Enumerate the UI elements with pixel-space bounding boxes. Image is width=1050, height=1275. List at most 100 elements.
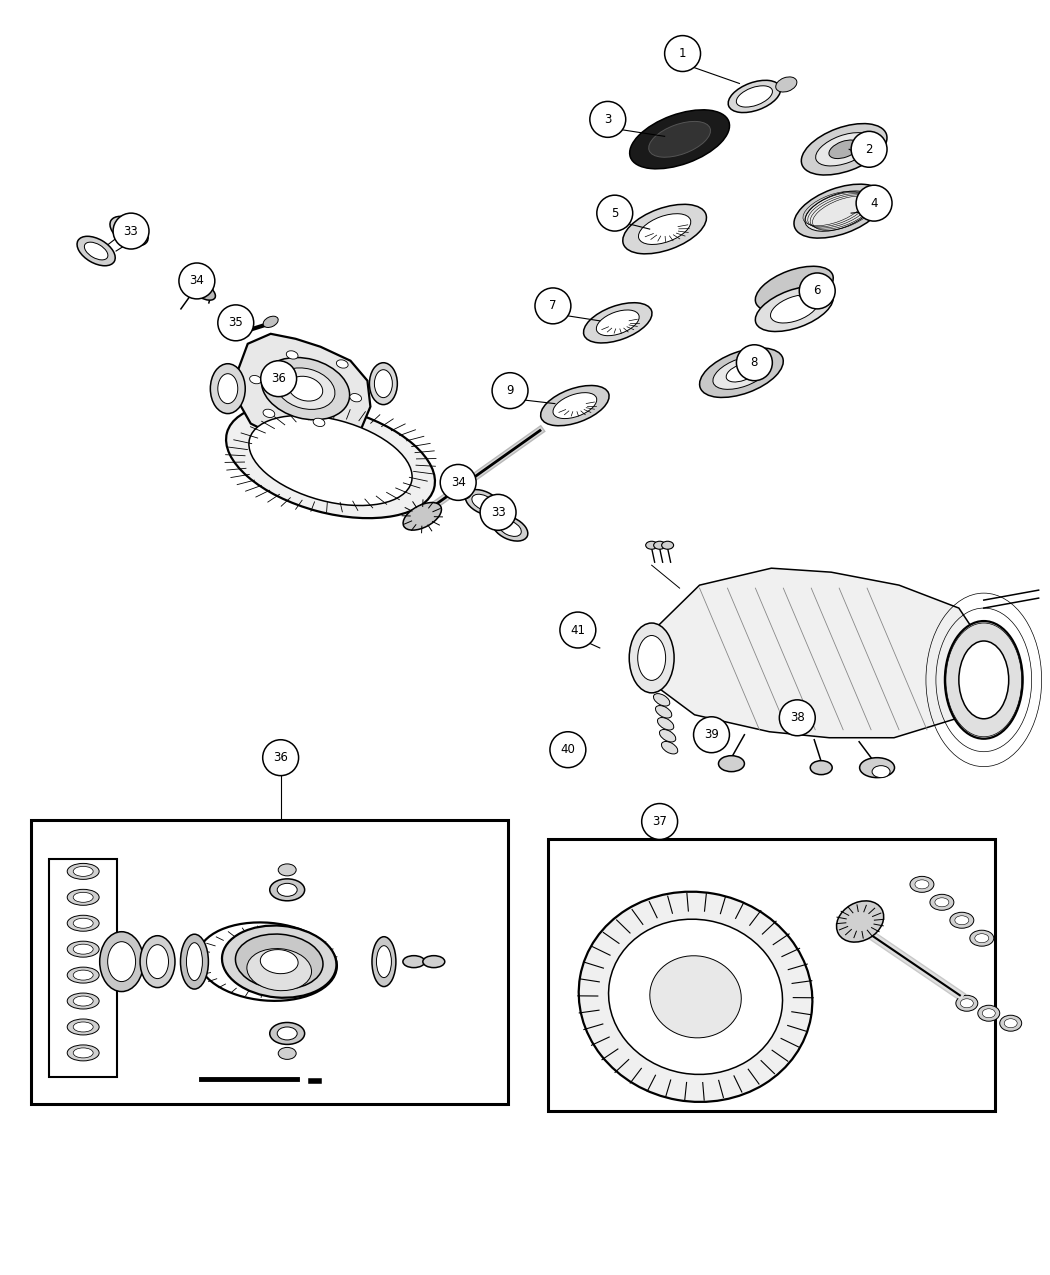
Ellipse shape	[956, 996, 978, 1011]
Ellipse shape	[638, 214, 691, 245]
Circle shape	[736, 344, 773, 381]
Text: 33: 33	[490, 506, 505, 519]
Ellipse shape	[277, 1026, 297, 1040]
Ellipse shape	[945, 621, 1023, 738]
Ellipse shape	[662, 542, 674, 550]
Ellipse shape	[794, 184, 884, 238]
Text: 5: 5	[611, 207, 618, 219]
Ellipse shape	[118, 222, 141, 240]
Text: 35: 35	[229, 316, 244, 329]
Ellipse shape	[816, 133, 873, 166]
Ellipse shape	[74, 867, 93, 876]
Ellipse shape	[755, 266, 834, 311]
Ellipse shape	[403, 956, 425, 968]
Ellipse shape	[662, 742, 678, 754]
Ellipse shape	[828, 140, 859, 158]
Ellipse shape	[609, 919, 782, 1075]
Text: 2: 2	[865, 143, 873, 156]
Ellipse shape	[653, 694, 670, 706]
Ellipse shape	[805, 191, 874, 231]
Polygon shape	[237, 334, 371, 446]
Ellipse shape	[596, 310, 639, 335]
Ellipse shape	[278, 864, 296, 876]
Ellipse shape	[499, 520, 521, 537]
Ellipse shape	[67, 863, 99, 880]
Ellipse shape	[403, 502, 441, 530]
Circle shape	[799, 273, 835, 309]
Ellipse shape	[74, 970, 93, 980]
Circle shape	[440, 464, 476, 500]
Ellipse shape	[1004, 1019, 1017, 1028]
Ellipse shape	[375, 370, 393, 398]
Ellipse shape	[650, 956, 741, 1038]
Bar	[49, 859, 118, 1077]
Text: 41: 41	[570, 623, 585, 636]
Text: 34: 34	[189, 274, 205, 287]
Ellipse shape	[961, 998, 973, 1007]
Ellipse shape	[649, 121, 711, 157]
Circle shape	[534, 288, 571, 324]
Ellipse shape	[278, 1048, 296, 1060]
Ellipse shape	[983, 1009, 995, 1017]
Ellipse shape	[465, 490, 501, 515]
Ellipse shape	[623, 204, 707, 254]
Ellipse shape	[729, 80, 780, 112]
Circle shape	[480, 495, 516, 530]
Ellipse shape	[727, 363, 757, 382]
Ellipse shape	[811, 761, 833, 775]
Ellipse shape	[108, 942, 135, 982]
Ellipse shape	[67, 968, 99, 983]
Ellipse shape	[336, 360, 349, 368]
Ellipse shape	[372, 937, 396, 987]
Ellipse shape	[801, 124, 887, 175]
Ellipse shape	[276, 368, 335, 409]
Ellipse shape	[84, 242, 108, 260]
Circle shape	[694, 717, 730, 752]
Ellipse shape	[350, 394, 361, 402]
Ellipse shape	[74, 1048, 93, 1058]
Ellipse shape	[74, 1023, 93, 1031]
Text: 6: 6	[814, 284, 821, 297]
Text: 4: 4	[870, 196, 878, 209]
Ellipse shape	[250, 375, 261, 384]
Ellipse shape	[954, 915, 969, 924]
Ellipse shape	[934, 898, 949, 907]
Circle shape	[665, 36, 700, 71]
Text: 1: 1	[679, 47, 687, 60]
Ellipse shape	[74, 918, 93, 928]
Text: 33: 33	[124, 224, 139, 237]
Ellipse shape	[860, 757, 895, 778]
Circle shape	[178, 263, 215, 298]
Text: 38: 38	[790, 711, 804, 724]
Ellipse shape	[629, 623, 674, 692]
Circle shape	[217, 305, 254, 340]
Circle shape	[113, 213, 149, 249]
Ellipse shape	[637, 635, 666, 681]
Ellipse shape	[654, 542, 666, 550]
Ellipse shape	[970, 931, 993, 946]
Circle shape	[590, 102, 626, 138]
Ellipse shape	[377, 946, 392, 978]
Text: 39: 39	[705, 728, 719, 741]
Ellipse shape	[370, 362, 397, 404]
Ellipse shape	[771, 295, 818, 323]
Ellipse shape	[446, 482, 470, 499]
Text: 40: 40	[561, 743, 575, 756]
Text: 8: 8	[751, 356, 758, 370]
Ellipse shape	[541, 385, 609, 426]
Circle shape	[492, 372, 528, 408]
Ellipse shape	[226, 403, 435, 518]
Text: 3: 3	[604, 113, 611, 126]
Ellipse shape	[140, 936, 175, 988]
Ellipse shape	[110, 217, 148, 246]
Bar	[32, 820, 508, 1104]
Ellipse shape	[471, 495, 495, 510]
Ellipse shape	[974, 933, 989, 942]
Ellipse shape	[100, 932, 144, 992]
Ellipse shape	[74, 892, 93, 903]
Ellipse shape	[837, 901, 884, 942]
Ellipse shape	[67, 890, 99, 905]
Ellipse shape	[247, 949, 312, 991]
Ellipse shape	[873, 766, 890, 778]
Ellipse shape	[249, 416, 413, 505]
